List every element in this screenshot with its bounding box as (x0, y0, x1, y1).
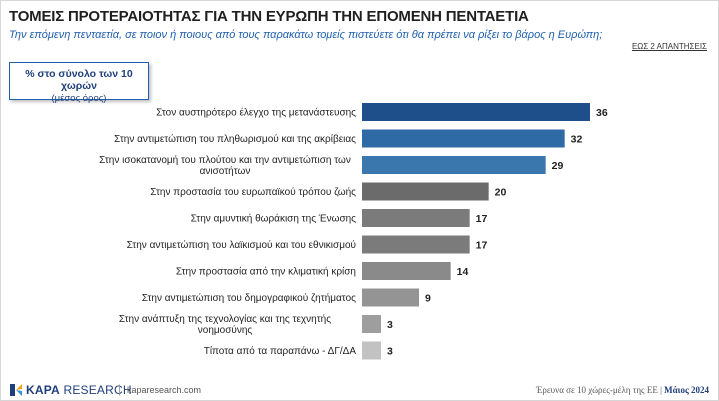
kapa-logo-icon (10, 384, 22, 396)
category-label: ανισοτήτων (200, 165, 251, 177)
bar-3 (362, 156, 546, 174)
bar-4 (362, 182, 489, 201)
bar-9 (362, 315, 381, 333)
brand-name: KAPA RESEARCH (26, 383, 132, 397)
bar-6 (362, 235, 470, 254)
bar-value-label: 29 (552, 160, 564, 172)
category-label: Στον αυστηρότερο έλεγχο της μετανάστευση… (156, 107, 356, 119)
category-label: Στην αντιμετώπιση του δημογραφικού ζητήμ… (142, 292, 356, 304)
bar-1 (362, 103, 590, 121)
category-label: Στην προστασία του ευρωπαϊκού τρόπου ζωή… (150, 186, 356, 198)
category-label: Στην ανάπτυξη της τεχνολογίας και της τε… (119, 313, 331, 325)
category-label: Στην προστασία από την κλιματική κρίση (176, 266, 356, 278)
responses-note: ΕΩΣ 2 ΑΠΑΝΤΗΣΕΙΣ (631, 42, 707, 51)
category-label: νοημοσύνης (198, 324, 253, 336)
bar-value-label: 36 (596, 107, 608, 119)
legend-main-label: % στο σύνολο των 10 χωρών (25, 68, 133, 92)
category-label: Στην αντιμετώπιση του πληθωρισμού και τη… (114, 133, 356, 145)
bar-value-label: 3 (387, 346, 393, 358)
category-label: Στην ισοκατανομή του πλούτου και την αντ… (99, 154, 351, 166)
bar-value-label: 17 (476, 213, 488, 225)
category-label: Τίποτα από τα παραπάνω - ΔΓ/ΔΑ (204, 345, 357, 357)
legend-sub-label: (μέσος όρος) (51, 93, 107, 104)
bar-value-label: 14 (457, 266, 469, 278)
bar-value-label: 17 (476, 240, 488, 252)
bar-10 (362, 341, 381, 360)
category-label: Στην αμυντική θωράκιση της Ένωσης (191, 213, 357, 225)
bar-7 (362, 262, 451, 280)
bar-value-label: 20 (495, 187, 507, 199)
footer: KAPA RESEARCH | kaparesearch.com Έρευνα … (0, 378, 719, 401)
bar-2 (362, 129, 565, 148)
bar-chart: 36 Στον αυστηρότερο έλεγχο της μετανάστευ… (99, 103, 608, 360)
bar-value-label: 9 (425, 293, 431, 305)
source-note: Έρευνα σε 10 χώρες-μέλη της ΕΕ | Μάιος 2… (536, 385, 709, 395)
bar-value-label: 3 (387, 319, 393, 331)
question-subtitle: Την επόμενη πενταετία, σε ποιον ή ποιους… (9, 29, 603, 41)
category-label: Στην αντιμετώπιση του λαϊκισμού και του … (127, 239, 356, 251)
bar-8 (362, 288, 419, 307)
brand-separator: | (118, 382, 122, 396)
brand-website: kaparesearch.com (127, 385, 202, 395)
bar-5 (362, 209, 470, 227)
legend-box: % στο σύνολο των 10 χωρών (μέσος όρος) (9, 62, 149, 104)
bar-value-label: 32 (571, 134, 583, 146)
page-title: ΤΟΜΕΙΣ ΠΡΟΤΕΡΑΙΟΤΗΤΑΣ ΓΙΑ ΤΗΝ ΕΥΡΩΠΗ ΤΗΝ… (9, 8, 529, 25)
